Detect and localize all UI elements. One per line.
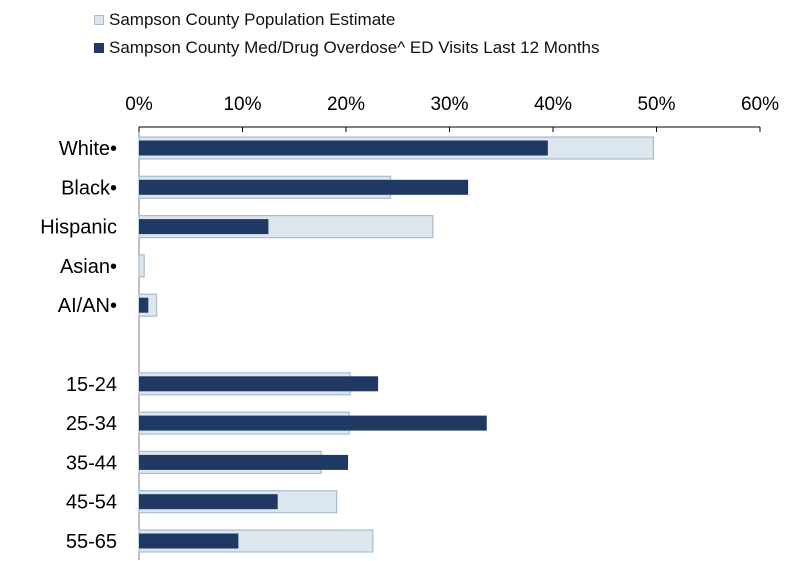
category-label: Black•: [61, 177, 117, 199]
bar-ed-visits: [139, 179, 469, 195]
category-label: Hispanic: [40, 217, 117, 239]
x-tick-label: 40%: [534, 94, 572, 115]
category-label: 25-34: [66, 413, 117, 435]
x-tick-label: 30%: [430, 94, 468, 115]
category-label: 55-65: [66, 531, 117, 553]
bar-population: [138, 254, 145, 278]
category-label: AI/AN•: [58, 295, 117, 317]
legend-swatch-ed-visits: [94, 43, 104, 53]
x-tick-label: 20%: [327, 94, 365, 115]
x-tick-label: 60%: [741, 94, 779, 115]
legend-label-ed-visits: Sampson County Med/Drug Overdose^ ED Vis…: [109, 38, 600, 57]
bar-ed-visits: [139, 415, 487, 431]
x-tick-label: 50%: [637, 94, 675, 115]
legend-label-population: Sampson County Population Estimate: [109, 10, 396, 29]
category-label: White•: [59, 138, 117, 160]
legend-item-ed-visits: Sampson County Med/Drug Overdose^ ED Vis…: [94, 34, 600, 62]
bar-ed-visits: [139, 494, 278, 510]
legend-swatch-population: [94, 15, 104, 25]
legend: Sampson County Population Estimate Samps…: [94, 6, 600, 62]
category-label: 45-54: [66, 492, 117, 514]
bar-ed-visits: [139, 533, 239, 549]
bar-ed-visits: [139, 376, 379, 392]
bar-ed-visits: [139, 454, 349, 470]
legend-item-population: Sampson County Population Estimate: [94, 6, 600, 34]
category-label: 15-24: [66, 374, 117, 396]
bar-ed-visits: [139, 219, 269, 235]
category-label: 35-44: [66, 452, 117, 474]
bar-ed-visits: [139, 297, 149, 313]
x-tick-label: 10%: [223, 94, 261, 115]
category-label: Asian•: [60, 256, 117, 278]
x-tick-label: 0%: [125, 94, 153, 115]
bar-ed-visits: [139, 140, 548, 156]
